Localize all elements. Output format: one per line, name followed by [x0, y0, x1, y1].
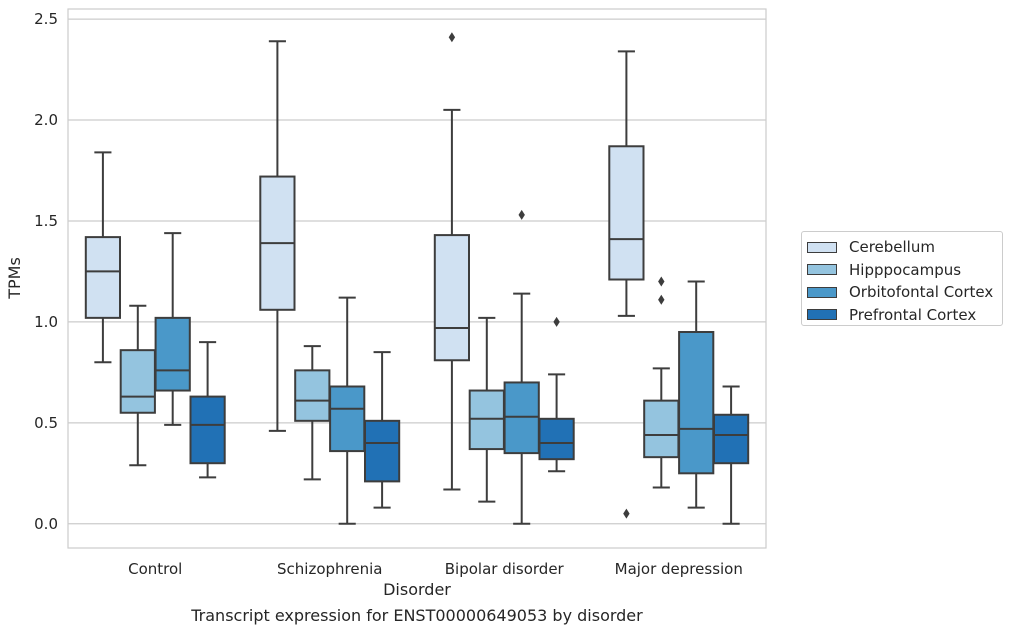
box-body [503, 381, 540, 455]
x-axis-ticks: Control Schizophrenia Bipolar disorder Majo… [128, 560, 743, 578]
y-axis-ticks: 0.0 0.5 1.0 1.5 2.0 2.5 [34, 10, 58, 533]
box-0-0 [84, 151, 122, 364]
box-body [84, 236, 122, 319]
legend-item: Cerebellum [802, 236, 1002, 259]
outlier-marker [658, 294, 665, 305]
legend-label: Prefrontal Cortex [849, 305, 977, 324]
x-tick-label: Control [128, 560, 182, 578]
box-2-2 [503, 209, 540, 525]
box-1-3 [363, 351, 401, 509]
legend-item: Hipppocampus [802, 259, 1002, 282]
box-body [363, 419, 401, 483]
box-body [712, 413, 750, 465]
legend-label: Cerebellum [849, 238, 935, 257]
legend-label: Orbitofontal Cortex [849, 283, 994, 302]
chart-caption: Transcript expression for ENST0000064905… [191, 606, 643, 625]
plot-area-frame [67, 8, 767, 549]
box-0-2 [154, 232, 191, 426]
x-tick-label: Major depression [615, 560, 743, 578]
box-body [468, 389, 505, 451]
y-tick-label: 1.0 [34, 313, 58, 331]
legend-item: Orbitofontal Cortex [802, 281, 1002, 304]
y-tick-label: 2.5 [34, 10, 58, 28]
box-1-1 [294, 345, 331, 481]
y-axis-label: TPMs [5, 257, 24, 300]
box-3-1 [643, 276, 680, 489]
y-tick-label: 2.0 [34, 111, 58, 129]
y-tick-label: 1.5 [34, 212, 58, 230]
outlier-marker [623, 508, 630, 519]
chart-legend: Cerebellum Hipppocampus Orbitofontal Corte… [801, 231, 1003, 326]
box-body [189, 395, 226, 465]
legend-item: Prefrontal Cortex [802, 304, 1002, 327]
outlier-marker [518, 209, 525, 220]
box-body [678, 330, 715, 475]
box-body [643, 399, 680, 459]
box-2-0 [433, 32, 471, 491]
legend-swatch [807, 286, 837, 298]
x-axis-label: Disorder [383, 580, 451, 599]
legend-swatch [807, 309, 837, 321]
box-3-0 [608, 50, 645, 519]
legend-swatch [807, 264, 837, 276]
box-1-0 [259, 40, 296, 432]
outlier-marker [553, 316, 560, 327]
box-body [294, 369, 331, 422]
x-tick-label: Bipolar disorder [445, 560, 565, 578]
box-body [119, 349, 156, 414]
box-body [608, 145, 645, 281]
box-body [433, 234, 471, 362]
x-tick-label: Schizophrenia [277, 560, 382, 578]
box-0-3 [189, 341, 226, 479]
box-2-1 [468, 316, 505, 503]
box-groups [84, 32, 750, 525]
box-2-3 [538, 316, 575, 473]
legend-label: Hipppocampus [849, 260, 962, 279]
box-3-3 [712, 385, 750, 525]
box-body [329, 385, 366, 453]
box-body [538, 417, 575, 461]
box-body [154, 316, 191, 392]
box-1-2 [329, 296, 366, 525]
outlier-marker [448, 32, 456, 43]
legend-swatch [807, 241, 837, 253]
outlier-marker [658, 276, 665, 287]
box-0-1 [119, 304, 156, 467]
y-tick-label: 0.0 [34, 515, 58, 533]
box-3-2 [678, 280, 715, 509]
y-tick-label: 0.5 [34, 414, 58, 432]
